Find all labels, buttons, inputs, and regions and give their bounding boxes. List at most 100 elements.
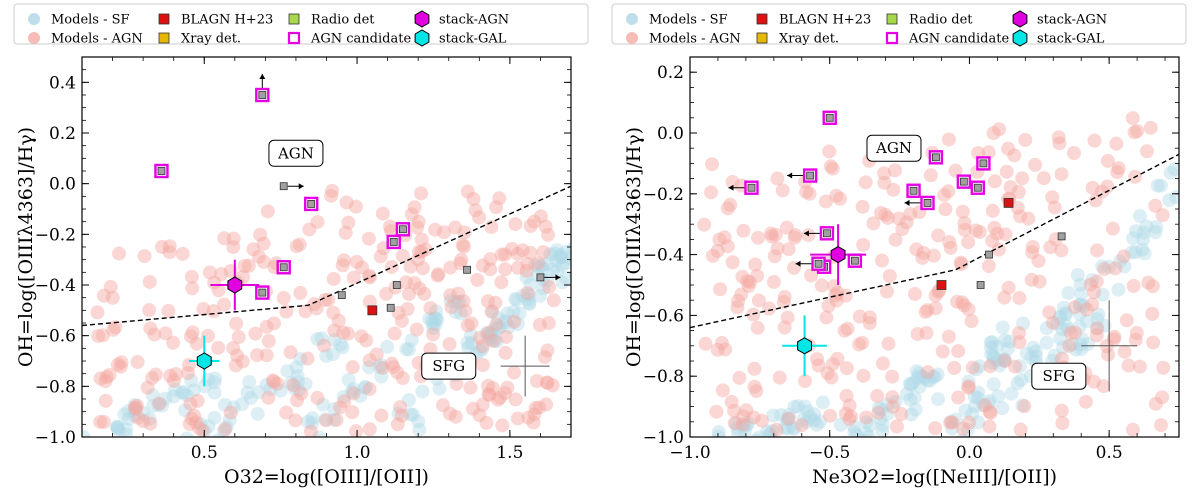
model-agn-point	[374, 408, 389, 423]
model-agn-point	[206, 304, 221, 319]
model-sf-point	[341, 372, 356, 387]
model-agn-point	[531, 256, 546, 271]
model-agn-point	[948, 163, 963, 178]
model-sf-point	[174, 385, 189, 400]
model-sf-point	[158, 391, 173, 406]
model-agn-point	[1148, 198, 1163, 213]
model-sf-point	[1150, 178, 1165, 193]
model-agn-point	[710, 243, 725, 258]
model-sf-point	[992, 358, 1007, 373]
model-sf-point	[485, 304, 500, 319]
model-agn-point	[335, 258, 350, 273]
model-agn-point	[855, 199, 870, 214]
model-agn-point	[1045, 190, 1060, 205]
model-agn-point	[1010, 200, 1025, 215]
model-sf-point	[358, 380, 373, 395]
legend-marker-agn	[626, 32, 638, 44]
model-sf-point	[406, 407, 421, 422]
model-agn-point	[981, 259, 996, 274]
model-agn-point	[926, 248, 941, 263]
model-sf-point	[235, 397, 250, 412]
model-sf-point	[991, 353, 1006, 368]
model-agn-point	[483, 262, 498, 277]
model-agn-point	[1028, 157, 1043, 172]
model-agn-point	[997, 290, 1012, 305]
model-sf-point	[1069, 342, 1084, 357]
model-sf-point	[87, 440, 101, 454]
model-agn-point	[856, 237, 871, 252]
model-sf-point	[903, 392, 918, 407]
model-sf-point	[1124, 245, 1139, 260]
model-agn-point	[235, 354, 250, 369]
model-sf-point	[479, 326, 494, 341]
model-agn-point	[362, 270, 377, 285]
model-agn-point	[486, 333, 501, 348]
model-agn-point	[736, 409, 751, 424]
model-sf-point	[910, 371, 925, 386]
model-sf-point	[484, 327, 499, 342]
model-agn-point	[961, 380, 976, 395]
model-agn-point	[838, 406, 853, 421]
model-agn-point	[348, 199, 363, 214]
model-sf-point	[429, 304, 444, 319]
model-agn-point	[214, 267, 229, 282]
model-sf-point	[415, 384, 430, 399]
legend-marker-stackagn	[1012, 10, 1028, 28]
model-agn-point	[1017, 399, 1032, 414]
model-sf-point	[404, 333, 419, 348]
model-sf-point	[447, 294, 462, 309]
model-sf-point	[1074, 286, 1089, 301]
model-sf-point	[357, 380, 372, 395]
model-agn-point	[384, 259, 399, 274]
model-agn-point	[818, 194, 833, 209]
y-tick-label: −0.4	[643, 246, 684, 266]
model-sf-point	[472, 344, 487, 359]
model-sf-point	[380, 339, 395, 354]
model-sf-point	[151, 397, 166, 412]
model-agn-point	[735, 417, 750, 432]
model-sf-point	[547, 246, 562, 261]
model-agn-point	[326, 271, 341, 286]
model-agn-point	[168, 367, 183, 382]
model-agn-point	[821, 298, 836, 313]
model-agn-point	[217, 297, 232, 312]
model-sf-point	[287, 381, 302, 396]
model-agn-point	[910, 326, 925, 341]
model-agn-point	[529, 374, 544, 389]
model-sf-point	[995, 353, 1010, 368]
model-sf-point	[240, 385, 255, 400]
model-sf-point	[1132, 208, 1147, 223]
model-agn-point	[732, 370, 747, 385]
model-sf-point	[855, 433, 869, 437]
model-sf-point	[1167, 161, 1179, 176]
model-sf-point	[325, 347, 340, 362]
agn-candidate-inner	[747, 183, 756, 192]
model-agn-point	[822, 144, 837, 159]
model-agn-point	[870, 388, 885, 403]
model-agn-point	[436, 398, 451, 413]
model-agn-point	[103, 279, 118, 294]
model-agn-point	[407, 200, 422, 215]
model-sf-point	[1180, 196, 1194, 210]
model-agn-point	[129, 398, 144, 413]
agn-candidate-inner	[806, 171, 815, 180]
model-agn-point	[542, 280, 557, 295]
legend-label-sf: Models - SF	[649, 13, 728, 28]
model-agn-point	[409, 322, 424, 337]
legend-label-xray: Xray det.	[779, 32, 839, 47]
model-sf-point	[765, 423, 780, 437]
model-agn-point	[260, 204, 275, 219]
source-grey-marker	[386, 303, 395, 312]
model-sf-point	[484, 330, 499, 345]
model-agn-point	[127, 400, 142, 415]
y-tick-label: 0.2	[657, 63, 684, 83]
model-agn-point	[95, 328, 110, 343]
model-sf-point	[180, 431, 194, 437]
x-tick-label: 1.0	[344, 443, 371, 463]
panel-1: AGN SFG −1.0 −0.5 0.0 0.5 −1.0 −0.8 −0.6 −0.4 −0.2…	[623, 56, 1194, 488]
legend-marker-cand	[287, 31, 301, 45]
model-agn-point	[349, 254, 364, 269]
model-sf-point	[1148, 225, 1163, 240]
model-sf-point	[790, 399, 805, 414]
